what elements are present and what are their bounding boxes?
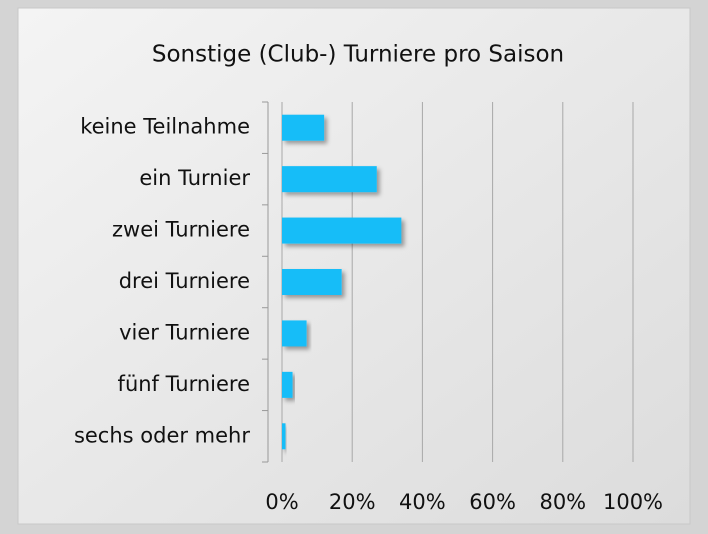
x-tick-label: 100% (603, 490, 663, 514)
x-tick-label: 20% (329, 490, 376, 514)
y-tick-label: ein Turnier (139, 166, 250, 190)
y-tick-label: drei Turniere (119, 269, 250, 293)
chart-title: Sonstige (Club-) Turniere pro Saison (152, 42, 564, 68)
bar (282, 269, 342, 295)
chart-frame (17, 7, 691, 525)
x-tick-label: 40% (399, 490, 446, 514)
x-tick-label: 60% (469, 490, 516, 514)
y-tick-label: sechs oder mehr (74, 423, 250, 447)
bar (282, 166, 377, 193)
bar (282, 423, 286, 450)
bar (282, 320, 307, 347)
y-tick-label: keine Teilnahme (80, 115, 250, 139)
y-tick-label: fünf Turniere (118, 372, 250, 396)
y-tick-label: zwei Turniere (112, 218, 250, 242)
bar (282, 371, 293, 398)
x-tick-label: 0% (265, 490, 298, 514)
bar (282, 114, 325, 141)
x-tick-label: 80% (539, 490, 586, 514)
y-tick-label: vier Turniere (119, 320, 250, 344)
bar (282, 217, 402, 244)
